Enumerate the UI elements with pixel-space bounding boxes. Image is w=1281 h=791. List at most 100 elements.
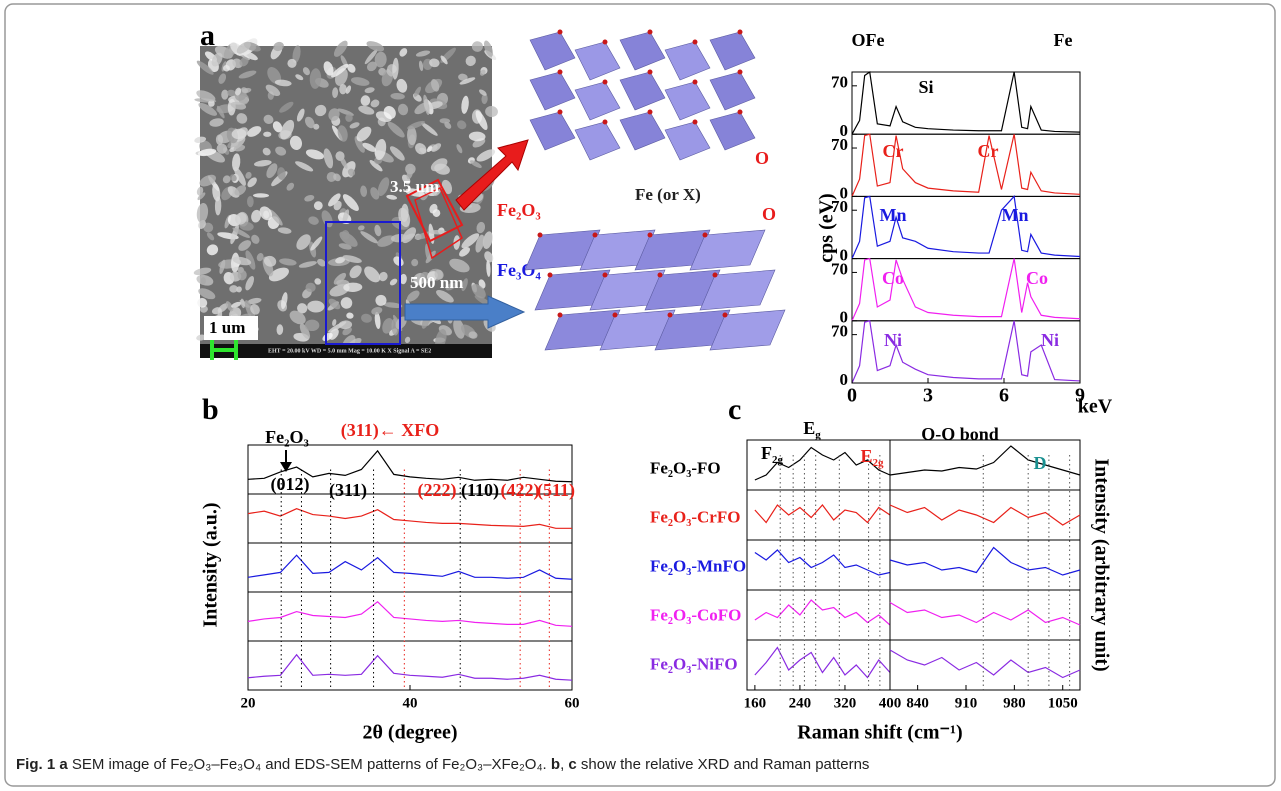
spectrum-line [755,505,890,523]
atom [648,70,653,75]
annotation: (311) [329,480,367,501]
polyhedron [530,32,575,70]
subplot-frame [248,592,572,641]
atom [613,313,618,318]
polyhedron [620,32,665,70]
polyhedron [665,82,710,120]
atom [603,80,608,85]
y-tick-label: 70 [831,135,848,154]
polyhedron [575,122,620,160]
atom [693,40,698,45]
annotation: Cr [883,141,904,161]
atom [538,233,543,238]
legend-label: Fe₂O₃-CoFO [650,605,741,624]
x-tick-label: 60 [565,695,580,711]
y-axis-label: Intensity (arbitrary unit) [1090,458,1112,671]
polyhedron [530,112,575,150]
x-tick-label: 980 [1003,695,1026,711]
annotation: Ni [884,330,902,350]
spectrum-line [890,650,1080,678]
annotation-text: Fe₂O₃ [265,427,309,447]
annotation: (222) [418,480,457,501]
caption-figno: Fig. 1 [16,756,55,773]
annotation: Mn [1002,205,1029,225]
atom [668,313,673,318]
sem-particle [263,132,271,137]
annotation-text: Co [882,268,904,288]
x-tick-label: 240 [789,695,812,711]
annotation-text: F [761,443,772,463]
annotation-text: Ni [884,330,902,350]
atom [558,30,563,35]
annotation: (012) [271,474,310,495]
spectrum-line [890,446,1080,475]
atom [693,120,698,125]
atom [603,120,608,125]
subplot-frame [890,640,1080,690]
annotation-text: OFe [852,30,885,50]
sem-particle [229,285,238,292]
caption: Fig. 1 a SEM image of Fe₂O₃–Fe₃O₄ and ED… [16,756,869,773]
atom-label: O [762,204,776,224]
annotation-text: (311)← XFO [341,420,440,441]
annotation-text: Cr [883,141,904,161]
annotation: Cr [978,141,999,161]
polyhedron [665,122,710,160]
annotation-text: (012) [271,474,310,495]
polyhedron [620,112,665,150]
atom [548,273,553,278]
atom-label: O [755,148,769,168]
x-tick-label: 160 [744,695,767,711]
atom [658,273,663,278]
annotation-text: (422) [501,480,540,501]
spectrum-line [890,505,1080,525]
spectrum-line [248,509,572,529]
annotation-text: Ni [1041,330,1059,350]
spectrum-line [755,600,890,625]
annotation: E2g [860,446,884,468]
subplot-frame [890,440,1080,490]
x-tick-label: 3 [923,385,933,407]
atom [603,40,608,45]
annotation-text: (222) [418,480,457,501]
annotation: (110) [461,480,499,501]
subplot-frame [747,590,890,640]
panel-label: c [728,393,741,426]
annotation: (311)← XFO [341,420,440,441]
polyhedron [530,72,575,110]
x-tick-label: 400 [879,695,902,711]
spectrum-line [248,655,572,680]
annotation-text: Fe [1054,30,1073,50]
subplot-frame [248,494,572,543]
figure: a EHT = 20.00 kV WD = 5.0 mm Mag = 10.00… [0,0,1281,791]
annotation: Ni [1041,330,1059,350]
atom [693,80,698,85]
annotation-text: D [1034,453,1047,473]
annotation-text: Si [918,77,933,97]
scale-label: 500 nm [410,273,463,292]
annotation-sub: g [815,429,821,441]
atom [723,313,728,318]
atom [593,233,598,238]
atom [648,233,653,238]
x-tick-label: 40 [403,695,418,711]
atom-label: Fe (or X) [635,185,701,204]
annotation-text: Cr [978,141,999,161]
annotation: Co [882,268,904,288]
legend-label: Fe₂O₃-NiFO [650,654,738,673]
spectrum-line [248,555,572,579]
annotation-sub: 2g [873,457,885,469]
atom [648,30,653,35]
legend-label: Fe₂O₃-FO [650,458,721,477]
caption-text: SEM image of Fe₂O₃–Fe₃O₄ and EDS-SEM pat… [68,756,551,773]
sem-particle [305,320,320,331]
atom [738,30,743,35]
subplot-frame [248,543,572,592]
x-tick-label: 910 [955,695,978,711]
spectrum-line [852,72,1080,134]
caption-panel: a [59,756,67,773]
annotation: Eg [803,418,821,440]
annotation-text: (311) [329,480,367,501]
spectrum-line [248,602,572,627]
annotation: Co [1026,268,1048,288]
